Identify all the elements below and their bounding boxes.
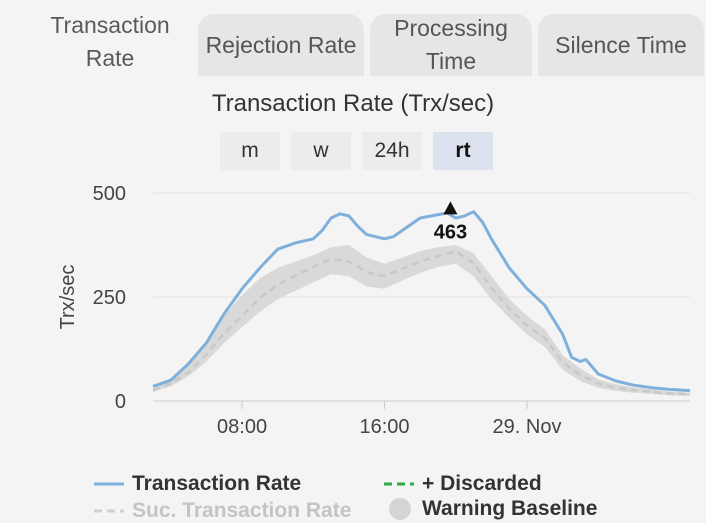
legend-item-success-rate[interactable]: Suc. Transaction Rate — [92, 499, 351, 523]
tab-label-line: Rejection Rate — [205, 31, 357, 58]
legend-label: Warning Baseline — [422, 497, 598, 520]
peak-marker — [443, 201, 458, 215]
x-tick-label: 29. Nov — [493, 416, 562, 438]
x-tick-label: 08:00 — [217, 416, 267, 438]
warning-baseline-band — [153, 245, 690, 396]
legend-dash-icon — [384, 482, 414, 486]
tab-label-line: Processing — [394, 15, 508, 41]
legend-item-warning-baseline[interactable]: Warning Baseline — [382, 497, 597, 521]
range-label: m — [241, 139, 259, 162]
y-tick-label: 0 — [115, 391, 126, 413]
tab-silence-time[interactable]: Silence Time — [538, 14, 704, 76]
range-label: w — [313, 139, 329, 162]
range-realtime-button[interactable]: rt — [433, 132, 493, 170]
y-axis-label: Trx/sec — [57, 265, 79, 330]
legend-circle-icon — [389, 498, 411, 521]
y-tick-label: 500 — [93, 183, 126, 205]
range-label: 24h — [374, 139, 410, 162]
range-month-button[interactable]: m — [220, 132, 280, 170]
tab-label-line: Transaction — [50, 12, 170, 38]
legend-item-transaction-rate[interactable]: Transaction Rate — [92, 472, 301, 496]
chart-title: Transaction Rate (Trx/sec) — [211, 90, 495, 117]
tab-transaction-rate[interactable]: Transaction Rate — [28, 6, 192, 78]
x-tick-label: 16:00 — [360, 416, 410, 438]
peak-label: 463 — [434, 221, 467, 243]
range-label: rt — [455, 139, 471, 162]
tab-label-line: Silence Time — [555, 31, 687, 58]
series-transaction-rate — [152, 210, 691, 393]
series-success-rate — [152, 249, 691, 396]
tab-processing-time[interactable]: Processing Time — [370, 14, 532, 76]
range-week-button[interactable]: w — [291, 132, 351, 170]
tab-rejection-rate[interactable]: Rejection Rate — [198, 14, 364, 76]
tab-label-line: Rate — [85, 45, 135, 71]
legend-item-discarded[interactable]: + Discarded — [382, 472, 542, 496]
legend-line-icon — [94, 482, 124, 486]
range-24h-button[interactable]: 24h — [362, 132, 422, 170]
legend-label: + Discarded — [422, 472, 542, 495]
y-tick-label: 250 — [93, 287, 126, 309]
tab-label-line: Time — [425, 48, 477, 74]
legend-dash-icon — [94, 509, 124, 513]
legend-label: Suc. Transaction Rate — [132, 499, 352, 522]
legend-label: Transaction Rate — [132, 472, 302, 495]
tab-bar: Transaction Rate Rejection Rate Processi… — [0, 0, 706, 78]
